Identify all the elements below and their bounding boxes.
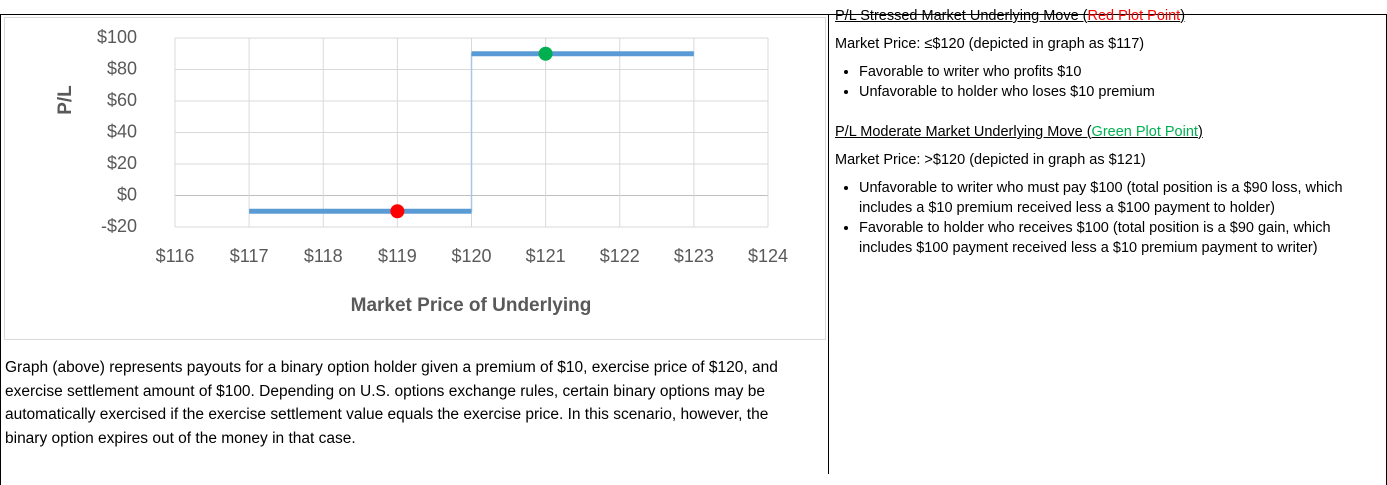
- cell-divider: [828, 14, 829, 474]
- heading-part: Green Plot Point: [1091, 124, 1198, 140]
- bullet: Unfavorable to holder who loses $10 prem…: [859, 82, 1375, 102]
- x-axis-title: Market Price of Underlying: [351, 295, 592, 316]
- notes: P/L Stressed Market Underlying Move (Red…: [835, 8, 1375, 280]
- y-tick-label: $80: [107, 58, 137, 78]
- section-heading: P/L Stressed Market Underlying Move (Red…: [835, 8, 1375, 24]
- x-tick-label: $124: [748, 246, 788, 266]
- x-tick-label: $120: [451, 246, 491, 266]
- y-tick-label: $100: [97, 27, 137, 47]
- y-axis-title: P/L: [55, 85, 76, 115]
- heading-part: ): [1180, 8, 1186, 24]
- heading-part: P/L Moderate Market Underlying Move (: [835, 124, 1092, 140]
- x-tick-label: $119: [378, 246, 417, 266]
- market-price: Market Price: ≤$120 (depicted in graph a…: [835, 36, 1145, 52]
- plot-point: [538, 46, 553, 61]
- heading-part: ): [1197, 124, 1203, 140]
- caption: Graph (above) represents payouts for a b…: [5, 359, 778, 447]
- x-tick-label: $121: [526, 246, 566, 266]
- x-tick-label: $116: [156, 246, 195, 266]
- heading-part: P/L Stressed Market Underlying Move (: [835, 8, 1088, 24]
- y-tick-label: $40: [107, 121, 137, 141]
- y-tick-label: -$20: [101, 216, 137, 236]
- bullet-list: Unfavorable to writer who must pay $100 …: [835, 178, 1375, 258]
- section-heading: P/L Moderate Market Underlying Move (Gre…: [835, 124, 1375, 140]
- x-tick-label: $123: [674, 246, 714, 266]
- bullet-list: Favorable to writer who profits $10Unfav…: [835, 62, 1375, 102]
- x-tick-label: $117: [230, 246, 269, 266]
- bullet: Favorable to holder who receives $100 (t…: [859, 218, 1375, 258]
- y-tick-label: $0: [117, 184, 137, 204]
- plot-point: [390, 204, 405, 219]
- bullet: Unfavorable to writer who must pay $100 …: [859, 178, 1375, 218]
- y-tick-label: $60: [107, 90, 137, 110]
- x-tick-label: $122: [600, 246, 640, 266]
- chart: P/L Market Price of Underlying -$20 $0 $20…: [4, 17, 826, 340]
- market-price: Market Price: >$120 (depicted in graph a…: [835, 152, 1146, 168]
- page: P/L Market Price of Underlying -$20 $0 $20…: [0, 0, 1387, 470]
- chart-border: [4, 17, 826, 340]
- y-tick-label: $20: [107, 153, 137, 173]
- heading-part: Red Plot Point: [1087, 8, 1181, 24]
- x-tick-label: $118: [304, 246, 343, 266]
- bullet: Favorable to writer who profits $10: [859, 62, 1375, 82]
